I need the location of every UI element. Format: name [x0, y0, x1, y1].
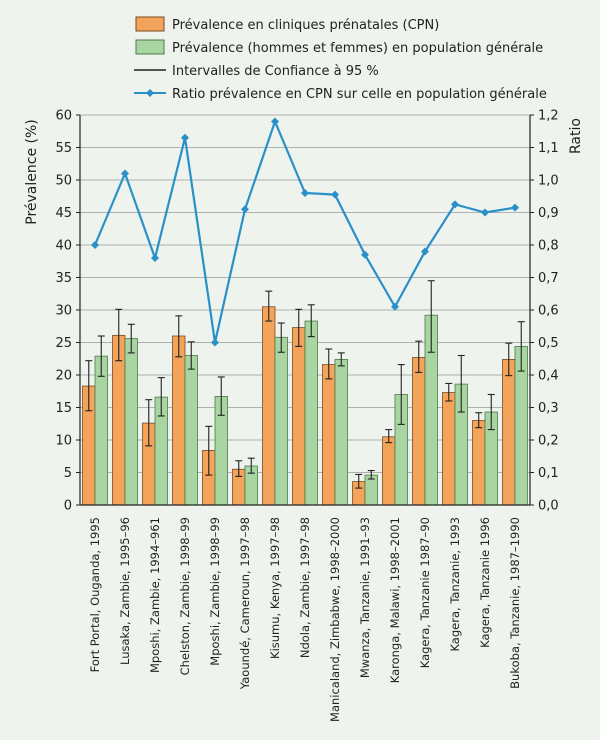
ratio-marker: [391, 302, 399, 311]
bar-cpn: [472, 420, 486, 506]
y-tick-label: 20: [55, 369, 72, 384]
legend: Prévalence en cliniques prénatales (CPN)…: [134, 16, 547, 102]
ratio-marker: [301, 189, 309, 197]
legend-label-cpn: Prévalence en cliniques prénatales (CPN): [172, 18, 439, 33]
category-label: Ndola, Zambie, 1997–98: [298, 517, 312, 658]
ratio-marker: [91, 241, 99, 249]
bar-population: [94, 355, 108, 506]
ratio-marker: [181, 133, 189, 142]
y-tick-label: 40: [55, 239, 72, 254]
ratio-marker: [241, 205, 249, 214]
ratio-marker: [211, 338, 219, 347]
y2-tick-label: 0,0: [538, 499, 559, 514]
y-tick-label: 55: [55, 141, 72, 156]
y-tick-label: 30: [55, 304, 72, 319]
y-tick-label: 0: [64, 499, 72, 514]
y2-tick-label: 0,6: [538, 304, 559, 319]
bar-cpn: [292, 327, 306, 506]
category-label: Kagera, Tanzanie 1987–90: [418, 517, 432, 668]
bar-cpn: [322, 364, 336, 506]
bar-population: [304, 320, 318, 506]
y-axis-title: Prévalence (%): [24, 119, 40, 225]
category-label: Karonga, Malawi, 1998–2001: [388, 517, 402, 683]
legend-swatch-population: [135, 39, 165, 55]
ratio-marker: [121, 169, 129, 178]
y2-tick-label: 0,2: [538, 434, 559, 449]
y2-tick-label: 0,7: [538, 271, 559, 286]
y-tick-label: 50: [55, 174, 72, 189]
y-tick-label: 25: [55, 336, 72, 351]
category-label: Yaoundé, Cameroun, 1997–98: [238, 517, 252, 690]
bar-cpn: [262, 306, 276, 506]
category-label: Chelston, Zambie, 1998–99: [178, 517, 192, 675]
ratio-marker: [451, 200, 459, 209]
ratio-marker: [151, 254, 159, 262]
bar-cpn: [382, 436, 396, 506]
y2-tick-label: 0,3: [538, 401, 559, 416]
ratio-marker: [481, 208, 489, 217]
category-label: Mposhi, Zambie, 1998–99: [208, 517, 222, 666]
bar-population: [334, 358, 348, 506]
category-label: Mwanza, Tanzanie, 1991–93: [358, 517, 372, 678]
legend-label-population: Prévalence (hommes et femmes) en populat…: [172, 41, 543, 56]
ratio-marker: [331, 190, 339, 199]
bar-population: [274, 336, 288, 506]
y2-tick-label: 1,1: [538, 141, 559, 156]
bar-cpn: [442, 392, 456, 506]
bar-population: [124, 338, 138, 506]
y-tick-label: 15: [55, 401, 72, 416]
ratio-line: [93, 118, 516, 343]
category-label: Manicaland, Zimbabwe, 1998–2000: [328, 517, 342, 722]
legend-label-ci: Intervalles de Confiance à 95 %: [172, 64, 379, 79]
category-label: Mposhi, Zambie, 1994–961: [148, 517, 162, 673]
y2-tick-label: 0,8: [538, 239, 559, 254]
y-tick-label: 5: [64, 466, 72, 481]
bar-population: [364, 474, 378, 506]
category-label: Kagera, Tanzanie, 1993: [448, 517, 462, 652]
category-label: Lusaka, Zambie, 1995–96: [118, 517, 132, 665]
ratio-marker: [421, 247, 429, 256]
y2-tick-label: 1,2: [538, 109, 559, 124]
category-label: Fort Portal, Ouganda, 1995: [88, 517, 102, 672]
ratio-marker: [361, 250, 369, 259]
bar-cpn: [502, 358, 516, 506]
y2-tick-label: 0,1: [538, 466, 559, 481]
legend-label-ratio: Ratio prévalence en CPN sur celle en pop…: [172, 87, 547, 102]
y2-tick-label: 0,4: [538, 369, 559, 384]
ratio-marker: [511, 203, 519, 212]
y2-tick-label: 0,9: [538, 206, 559, 221]
bar-population: [184, 355, 198, 506]
y-tick-label: 45: [55, 206, 72, 221]
bar-cpn: [172, 335, 186, 506]
category-label: Kisumu, Kenya, 1997–98: [268, 517, 282, 659]
y2-axis-title: Ratio: [568, 118, 584, 154]
y-tick-label: 10: [55, 434, 72, 449]
ratio-marker: [271, 117, 279, 126]
y2-tick-label: 1,0: [538, 174, 559, 189]
y-tick-label: 35: [55, 271, 72, 286]
legend-swatch-cpn: [135, 16, 165, 32]
category-label: Kagera, Tanzanie 1996: [478, 517, 492, 648]
bar-cpn: [412, 357, 426, 506]
category-label: Bukoba, Tanzanie, 1987–1990: [508, 517, 522, 689]
y2-tick-label: 0,5: [538, 336, 559, 351]
y-tick-label: 60: [55, 109, 72, 124]
legend-marker-ratio: [146, 89, 154, 97]
